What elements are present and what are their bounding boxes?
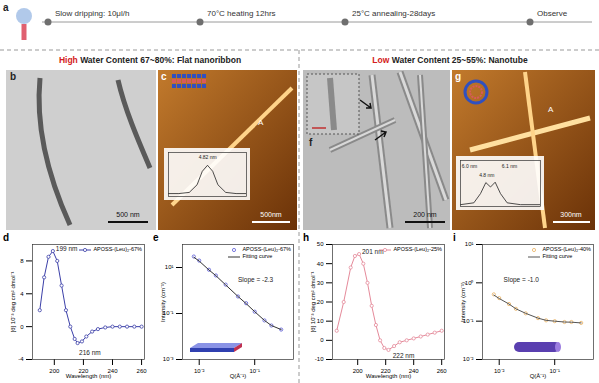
svg-text:A: A <box>258 118 264 127</box>
svg-text:30: 30 <box>317 280 324 286</box>
svg-text:a: a <box>3 2 9 13</box>
svg-text:10: 10 <box>317 318 324 324</box>
svg-text:8: 8 <box>20 258 24 264</box>
svg-text:10¹: 10¹ <box>165 264 174 270</box>
svg-text:Intensity (cm⁻¹): Intensity (cm⁻¹) <box>160 282 166 322</box>
html-text:APOSS-(Leu)₂-67%: APOSS-(Leu)₂-67% <box>93 246 142 252</box>
svg-text:199 nm: 199 nm <box>56 245 78 252</box>
svg-text:20: 20 <box>317 299 324 305</box>
svg-text:-10: -10 <box>315 356 324 362</box>
svg-text:b: b <box>10 71 16 82</box>
svg-text:10⁻²: 10⁻² <box>194 368 205 374</box>
svg-text:25°C annealing-28days: 25°C annealing-28days <box>352 9 435 18</box>
svg-text:201 nm: 201 nm <box>361 248 384 256</box>
html-text:Fitting curve: Fitting curve <box>542 253 573 259</box>
svg-text:200: 200 <box>49 368 60 374</box>
svg-text:260: 260 <box>137 368 148 374</box>
svg-text:[θ] 10⁻³ deg cm² dmol⁻¹: [θ] 10⁻³ deg cm² dmol⁻¹ <box>310 271 316 332</box>
svg-text:Slope = -1.0: Slope = -1.0 <box>504 276 540 284</box>
html-text:h: h <box>303 232 310 243</box>
svg-text:Intensity (cm⁻¹): Intensity (cm⁻¹) <box>460 282 466 322</box>
svg-text:10⁰: 10⁰ <box>465 279 474 286</box>
svg-text:260: 260 <box>437 368 448 374</box>
svg-text:10¹: 10¹ <box>465 241 474 247</box>
svg-text:222 nm: 222 nm <box>393 352 415 359</box>
svg-text:0: 0 <box>320 337 324 343</box>
svg-text:Slow dripping: 10μl/h: Slow dripping: 10μl/h <box>55 9 129 18</box>
svg-text:10⁻¹: 10⁻¹ <box>162 310 174 317</box>
svg-text:200 nm: 200 nm <box>413 211 437 218</box>
svg-text:10⁻²: 10⁻² <box>494 368 505 374</box>
html-text:e: e <box>153 232 159 243</box>
svg-text:[θ] 10⁻³ deg cm² dmol⁻¹: [θ] 10⁻³ deg cm² dmol⁻¹ <box>10 271 16 332</box>
html-text:i: i <box>453 232 456 243</box>
svg-text:220: 220 <box>380 367 391 374</box>
svg-text:10⁻¹: 10⁻¹ <box>249 368 260 374</box>
svg-text:300nm: 300nm <box>560 211 582 218</box>
svg-text:Observe: Observe <box>537 9 568 18</box>
svg-text:220: 220 <box>78 367 89 374</box>
svg-text:10⁻¹: 10⁻¹ <box>549 368 560 374</box>
svg-text:-4: -4 <box>18 356 24 362</box>
svg-text:4.8 nm: 4.8 nm <box>479 172 494 178</box>
svg-text:10⁻²: 10⁻² <box>463 356 474 362</box>
svg-text:c: c <box>161 71 167 82</box>
html-text:APOSS-(Leu)₂-40%: APOSS-(Leu)₂-40% <box>542 246 591 252</box>
svg-text:10⁻¹: 10⁻¹ <box>462 318 474 325</box>
svg-text:6.1 nm: 6.1 nm <box>502 163 517 169</box>
svg-text:Wavelength (nm): Wavelength (nm) <box>66 373 111 379</box>
html-text:d: d <box>3 232 10 243</box>
svg-text:200: 200 <box>353 368 364 374</box>
html-text:APOSS-(Leu)₂-67%: APOSS-(Leu)₂-67% <box>242 246 291 252</box>
svg-text:240: 240 <box>408 367 419 374</box>
svg-text:4: 4 <box>20 291 24 297</box>
svg-text:4.82 nm: 4.82 nm <box>199 154 217 160</box>
svg-text:6.0 nm: 6.0 nm <box>462 163 477 169</box>
svg-text:High Water Content 67~80%: Fla: High Water Content 67~80%: Flat nanoribb… <box>59 55 241 65</box>
html-text:APOSS-(Leu)₂-25%: APOSS-(Leu)₂-25% <box>393 246 442 252</box>
svg-text:0: 0 <box>20 324 24 330</box>
html-text:Fitting curve: Fitting curve <box>242 253 273 259</box>
svg-text:70°C heating 12hrs: 70°C heating 12hrs <box>207 9 276 18</box>
svg-text:f: f <box>309 137 313 148</box>
svg-text:50: 50 <box>317 241 324 247</box>
svg-text:240: 240 <box>107 367 118 374</box>
svg-text:500nm: 500nm <box>260 211 282 218</box>
svg-text:Low Water Content 25~55%: Nano: Low Water Content 25~55%: Nanotube <box>372 55 528 65</box>
svg-text:216 nm: 216 nm <box>79 349 101 356</box>
svg-text:Wavelength (nm): Wavelength (nm) <box>366 373 411 379</box>
svg-text:Slope = -2.3: Slope = -2.3 <box>238 276 274 284</box>
svg-text:Q(Å⁻¹): Q(Å⁻¹) <box>230 373 247 379</box>
svg-text:Q(Å⁻¹): Q(Å⁻¹) <box>530 373 547 379</box>
svg-text:g: g <box>455 71 461 82</box>
svg-text:10⁻³: 10⁻³ <box>163 356 174 362</box>
svg-text:A: A <box>548 105 554 114</box>
svg-text:40: 40 <box>317 261 324 267</box>
svg-text:500 nm: 500 nm <box>116 211 140 218</box>
